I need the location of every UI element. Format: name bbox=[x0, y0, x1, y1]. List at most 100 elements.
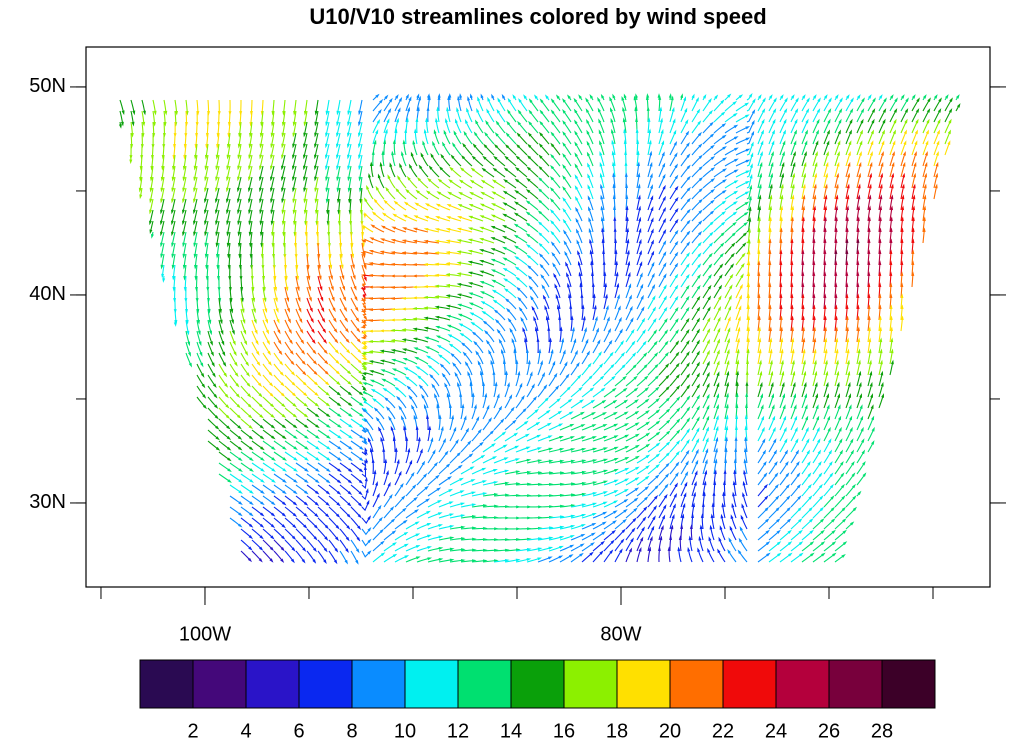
streamline bbox=[459, 228, 473, 233]
streamline-arrow bbox=[719, 263, 724, 268]
streamline-arrow bbox=[835, 337, 839, 343]
streamline bbox=[603, 273, 606, 288]
streamline-arrow bbox=[740, 273, 744, 279]
streamline-arrow bbox=[237, 198, 240, 204]
streamline bbox=[900, 229, 903, 244]
streamline-arrow bbox=[537, 459, 543, 463]
streamline bbox=[251, 462, 264, 471]
streamline-arrow bbox=[509, 327, 513, 333]
streamline-arrow bbox=[469, 191, 474, 196]
streamline bbox=[724, 243, 735, 255]
streamline bbox=[623, 119, 627, 134]
streamline-arrow bbox=[686, 241, 691, 246]
streamline-arrow bbox=[726, 348, 730, 354]
streamline-arrow bbox=[666, 408, 671, 413]
streamline-arrow bbox=[724, 447, 728, 453]
streamline bbox=[526, 373, 533, 387]
streamline bbox=[867, 395, 873, 409]
streamline bbox=[658, 208, 666, 222]
streamline-arrow bbox=[889, 315, 893, 321]
streamline-arrow bbox=[710, 188, 716, 193]
streamline-arrow bbox=[348, 402, 353, 407]
streamline bbox=[713, 254, 723, 266]
streamline-arrow bbox=[662, 206, 667, 212]
streamline bbox=[292, 132, 297, 147]
streamline-arrow bbox=[347, 121, 351, 127]
streamline-arrow bbox=[252, 297, 256, 303]
streamline-arrow bbox=[460, 154, 466, 160]
streamline bbox=[483, 156, 495, 167]
streamline-arrow bbox=[744, 191, 750, 195]
streamline bbox=[399, 165, 407, 178]
streamline bbox=[395, 201, 407, 211]
streamline bbox=[281, 154, 286, 168]
streamline-arrow bbox=[585, 97, 589, 103]
streamline-arrow bbox=[281, 154, 285, 160]
streamline bbox=[339, 242, 343, 257]
streamline-arrow bbox=[215, 176, 219, 182]
streamline-arrow bbox=[675, 340, 680, 345]
streamline bbox=[262, 396, 274, 407]
streamline bbox=[581, 412, 595, 420]
streamline-arrow bbox=[428, 425, 432, 431]
streamline bbox=[790, 474, 800, 486]
streamline-arrow bbox=[598, 129, 602, 134]
streamline-arrow bbox=[636, 150, 640, 155]
streamline bbox=[394, 484, 403, 497]
streamline-arrow bbox=[359, 446, 364, 450]
streamline bbox=[856, 350, 860, 365]
streamline-arrow bbox=[226, 436, 232, 441]
streamline bbox=[658, 364, 669, 376]
streamline-arrow bbox=[526, 254, 531, 259]
streamline bbox=[515, 361, 518, 376]
streamline bbox=[867, 99, 876, 112]
streamline bbox=[216, 231, 220, 246]
streamline bbox=[548, 339, 552, 354]
streamline-arrow bbox=[911, 238, 915, 243]
streamline bbox=[614, 376, 626, 387]
streamline bbox=[790, 153, 796, 167]
streamline-arrow bbox=[586, 129, 590, 135]
streamline-arrow bbox=[512, 94, 517, 99]
streamline bbox=[284, 275, 288, 290]
streamline-arrow bbox=[747, 249, 751, 255]
streamline-arrow bbox=[802, 359, 806, 365]
streamline bbox=[680, 132, 689, 145]
streamline bbox=[834, 131, 841, 145]
streamline-arrow bbox=[716, 349, 720, 355]
streamline bbox=[337, 99, 341, 114]
streamline bbox=[349, 198, 352, 213]
streamline bbox=[273, 484, 286, 494]
streamline bbox=[270, 176, 275, 190]
streamline-arrow bbox=[706, 328, 711, 333]
streamline-arrow bbox=[845, 227, 849, 233]
streamline-arrow bbox=[774, 460, 778, 466]
streamline-arrow bbox=[173, 322, 177, 327]
streamline bbox=[647, 197, 653, 211]
streamline-arrow bbox=[303, 413, 309, 418]
streamline-arrow bbox=[314, 392, 319, 397]
streamline bbox=[205, 154, 209, 169]
streamline bbox=[680, 397, 690, 409]
streamline bbox=[551, 242, 561, 255]
streamline bbox=[517, 287, 528, 299]
streamline-arrow bbox=[757, 238, 761, 243]
streamline-arrow bbox=[412, 285, 417, 289]
streamline bbox=[460, 429, 469, 442]
streamline-arrow bbox=[321, 318, 326, 323]
streamline-arrow bbox=[706, 404, 710, 410]
streamline bbox=[237, 209, 242, 224]
streamline-arrow bbox=[858, 370, 862, 376]
streamline-arrow bbox=[333, 318, 337, 323]
streamline-arrow bbox=[527, 143, 532, 148]
streamline bbox=[439, 179, 451, 189]
streamline bbox=[636, 319, 645, 332]
streamline bbox=[713, 112, 725, 123]
streamline bbox=[528, 266, 539, 277]
streamline-arrow bbox=[292, 392, 297, 397]
streamline-arrow bbox=[840, 472, 845, 477]
streamline bbox=[207, 297, 210, 312]
streamline-arrow bbox=[480, 454, 486, 459]
streamline bbox=[306, 451, 319, 460]
